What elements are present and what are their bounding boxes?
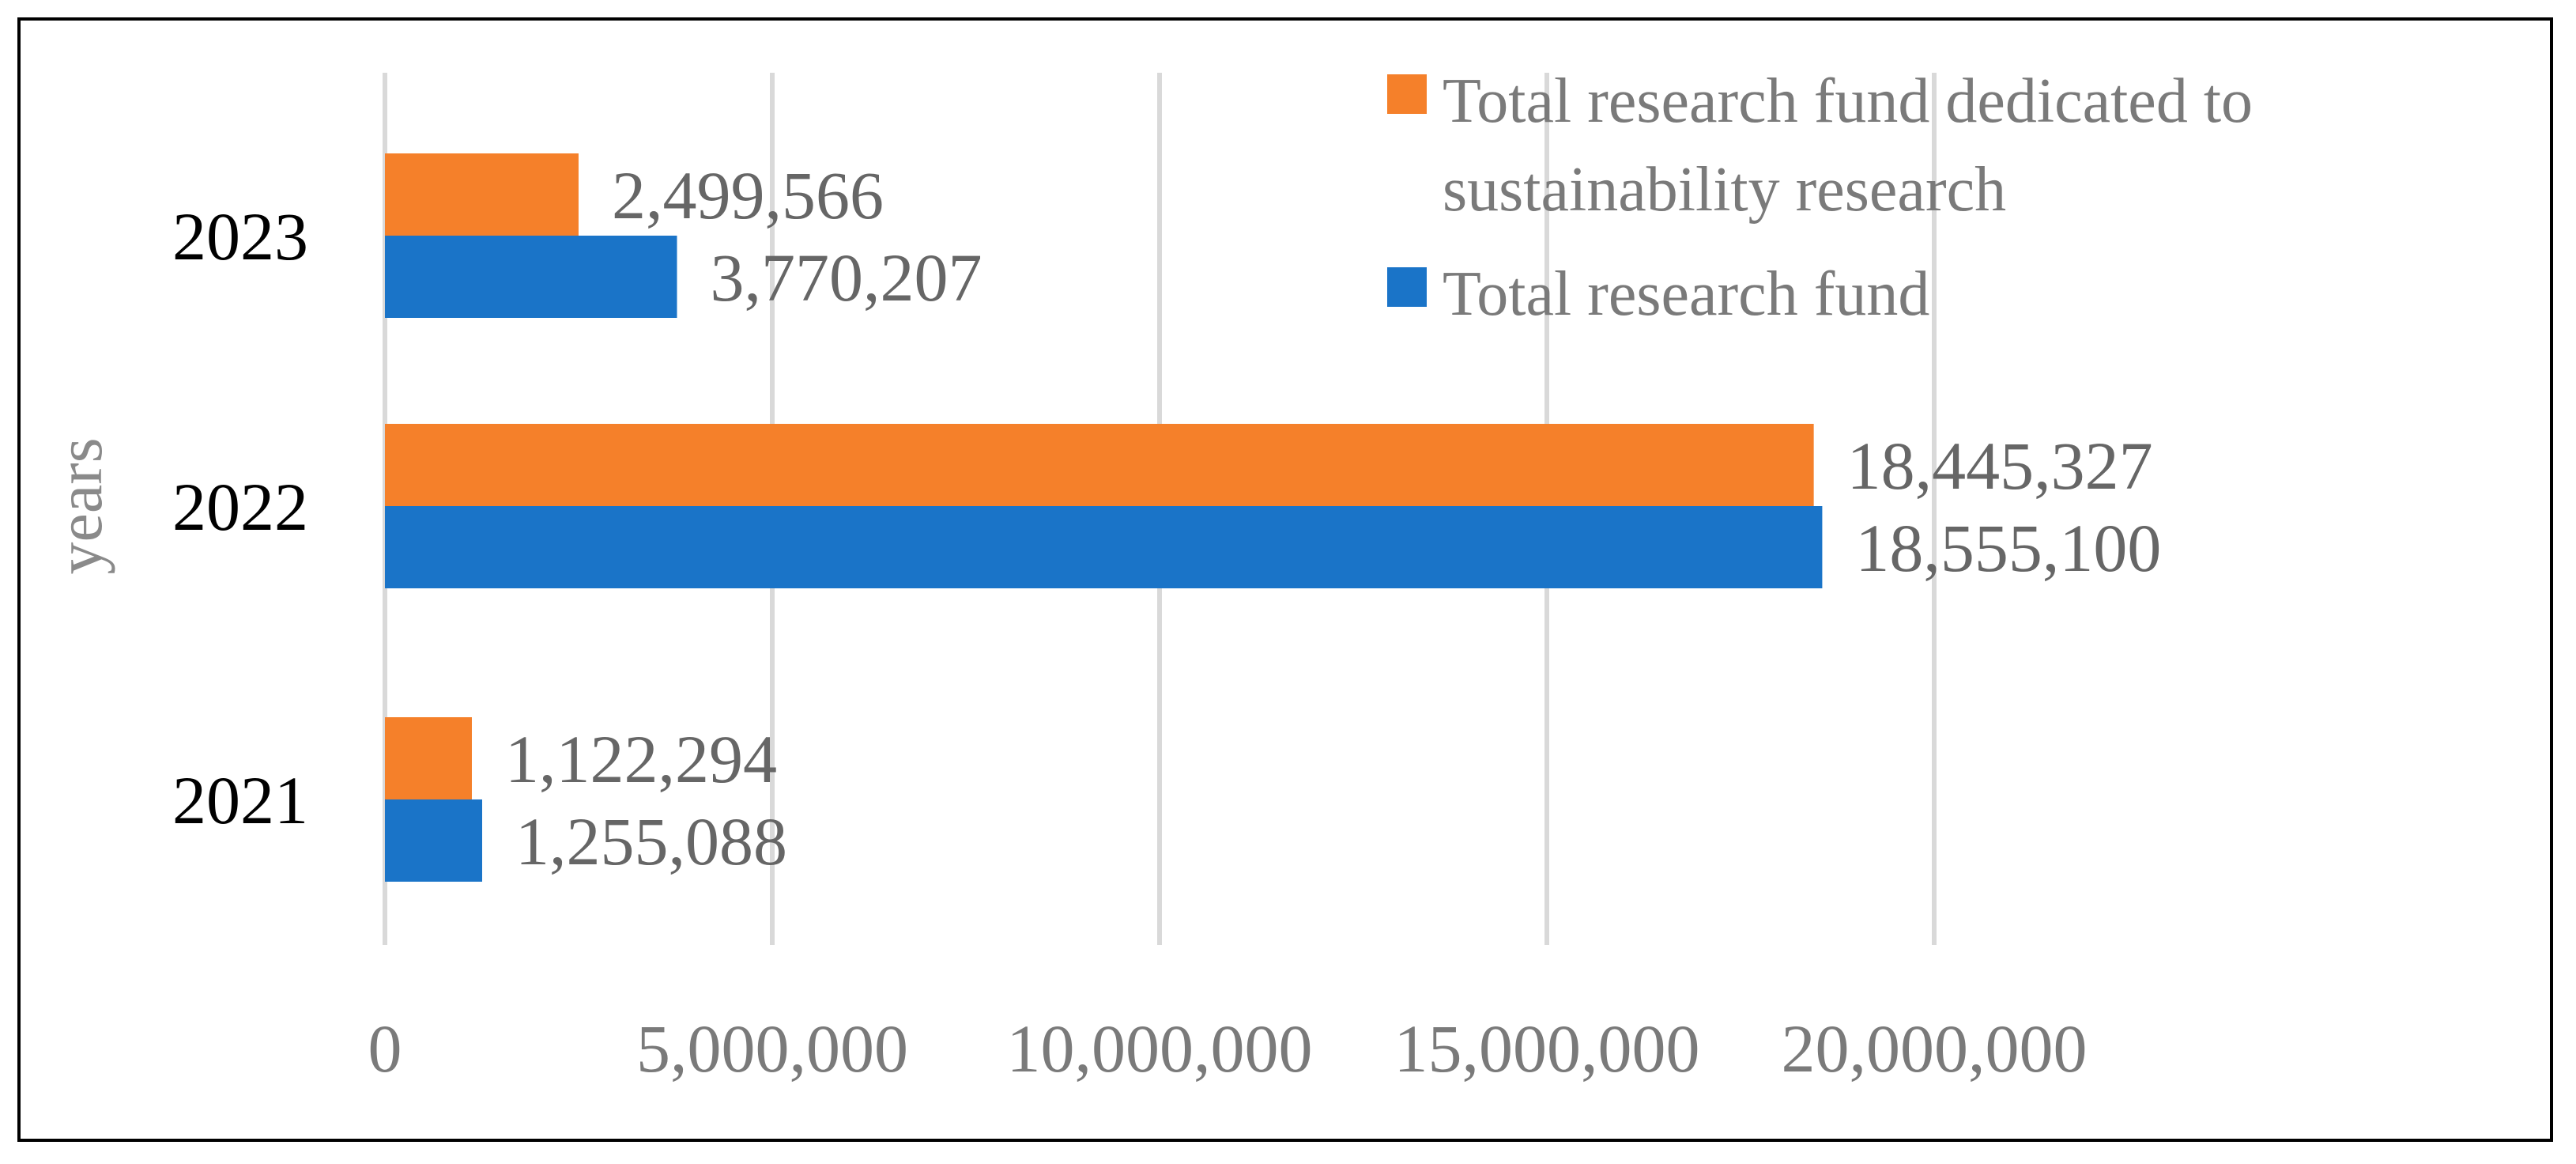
data-label-2023-series-0: 2,499,566 xyxy=(612,157,884,233)
x-tick-label: 15,000,000 xyxy=(1394,1011,1700,1087)
y-tick-label-2023: 2023 xyxy=(172,198,308,274)
x-tick-label: 0 xyxy=(368,1011,402,1087)
data-label-2023-series-1: 3,770,207 xyxy=(710,240,982,316)
legend: Total research fund dedicated to sustaina… xyxy=(1387,66,2253,329)
data-label-2022-series-0: 18,445,327 xyxy=(1847,428,2153,504)
bar-2023-series-0 xyxy=(385,153,579,236)
bar-2022-series-1 xyxy=(385,506,1823,588)
x-tick-label: 5,000,000 xyxy=(636,1011,908,1087)
bar-2021-series-0 xyxy=(385,717,472,799)
y-axis-title: years xyxy=(43,437,115,574)
legend-marker-series-0 xyxy=(1387,74,1427,114)
data-label-2021-series-1: 1,255,088 xyxy=(515,803,787,879)
x-axis-ticks: 0 5,000,000 10,000,000 15,000,000 20,000,000 xyxy=(368,1011,2088,1087)
x-tick-label: 20,000,000 xyxy=(1782,1011,2088,1087)
bar-2023-series-1 xyxy=(385,236,677,318)
legend-label-series-1: Total research fund xyxy=(1443,259,1929,329)
y-tick-label-2022: 2022 xyxy=(172,469,308,545)
bar-2021-series-1 xyxy=(385,799,482,882)
y-axis-ticks: 2021 2022 2023 xyxy=(172,198,308,838)
bar-2022-series-0 xyxy=(385,424,1814,506)
x-tick-label: 10,000,000 xyxy=(1007,1011,1313,1087)
legend-label-series-0: sustainability research xyxy=(1443,155,2006,225)
y-tick-label-2021: 2021 xyxy=(172,762,308,838)
data-label-2021-series-0: 1,122,294 xyxy=(505,721,777,797)
legend-label-series-0: Total research fund dedicated to xyxy=(1443,66,2253,136)
bars xyxy=(385,153,1823,882)
legend-marker-series-1 xyxy=(1387,267,1427,307)
data-label-2022-series-1: 18,555,100 xyxy=(1855,510,2161,586)
